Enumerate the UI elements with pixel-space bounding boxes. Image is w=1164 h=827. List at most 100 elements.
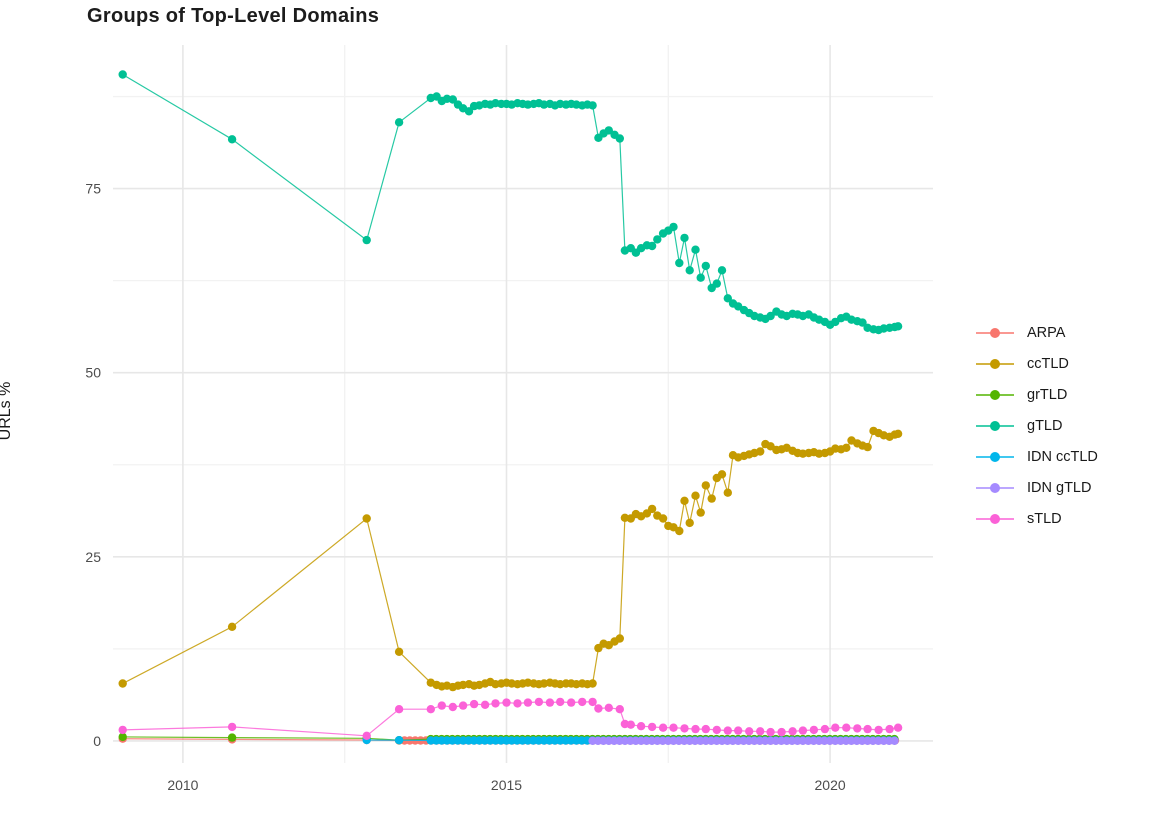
data-point (394, 118, 404, 127)
legend-item-idn-cctld: IDN ccTLD (976, 441, 1098, 472)
data-point (394, 647, 404, 656)
legend-key-icon (976, 417, 1014, 435)
legend-label: ARPA (1027, 324, 1066, 341)
data-point (615, 634, 624, 643)
y-tick-label: 50 (85, 365, 101, 381)
data-point (890, 736, 899, 745)
data-point (831, 723, 840, 732)
data-point (766, 727, 775, 737)
data-point (458, 701, 468, 710)
data-point (636, 722, 646, 731)
legend-item-cctld: ccTLD (976, 348, 1098, 379)
y-tick-label: 25 (85, 549, 101, 565)
data-point (594, 704, 603, 713)
data-point (717, 470, 727, 479)
x-tick-label: 2020 (815, 777, 846, 793)
data-point (362, 514, 371, 523)
legend-key-icon (976, 448, 1014, 466)
data-point (723, 294, 732, 303)
data-point (469, 699, 479, 709)
legend-key-dot (990, 420, 1000, 431)
data-point (696, 508, 705, 517)
data-point (567, 698, 576, 707)
series-stld (118, 697, 903, 740)
data-point (788, 727, 797, 736)
data-point (842, 723, 851, 732)
data-point (647, 504, 657, 514)
data-point (874, 725, 883, 735)
series-gtld (118, 70, 903, 335)
data-point (712, 279, 721, 288)
data-point (448, 702, 457, 712)
data-point (480, 700, 490, 709)
data-point (658, 723, 668, 732)
data-point (118, 732, 127, 742)
legend-key-dot (990, 389, 1000, 400)
data-point (756, 727, 765, 736)
data-point (893, 429, 903, 438)
legend-label: grTLD (1027, 386, 1068, 403)
y-tick-label: 75 (85, 181, 101, 197)
data-point (766, 311, 775, 321)
data-point (717, 266, 727, 275)
data-point (513, 699, 522, 708)
data-point (696, 273, 705, 282)
data-point (777, 727, 786, 737)
legend-item-idn-gtld: IDN gTLD (976, 472, 1098, 503)
data-point (227, 722, 237, 732)
data-point (691, 491, 700, 500)
legend: ARPA ccTLD grTLD gTLD IDN ccTLD IDN gTLD sTLD (976, 317, 1098, 534)
data-point (437, 701, 446, 710)
data-point (756, 447, 765, 456)
data-point (723, 726, 732, 735)
chart-title: Groups of Top-Level Domains (87, 5, 380, 27)
data-point (448, 95, 457, 104)
data-point (588, 679, 597, 688)
data-point (701, 261, 710, 271)
data-point (858, 318, 867, 327)
series-idn-gtld (588, 736, 899, 745)
data-point (680, 233, 689, 243)
data-point (712, 725, 721, 735)
data-point (723, 488, 732, 497)
legend-label: gTLD (1027, 417, 1063, 434)
data-point (798, 726, 808, 735)
data-point (227, 622, 237, 631)
legend-item-arpa: ARPA (976, 317, 1098, 348)
data-point (578, 697, 587, 707)
data-point (588, 697, 597, 707)
data-point (362, 731, 371, 740)
legend-key-dot (990, 451, 1000, 462)
data-point (809, 725, 819, 735)
y-tick-label: 0 (93, 733, 101, 749)
legend-key-icon (976, 510, 1014, 528)
data-point (426, 705, 435, 714)
data-point (394, 705, 404, 714)
gridlines (113, 45, 933, 763)
data-point (545, 698, 555, 707)
legend-label: IDN gTLD (1027, 479, 1092, 496)
data-point (863, 442, 872, 452)
legend-label: IDN ccTLD (1027, 448, 1098, 465)
data-point (691, 245, 700, 254)
data-point (534, 697, 544, 707)
legend-key-dot (990, 513, 1000, 524)
data-point (604, 703, 613, 712)
data-point (394, 736, 404, 745)
data-point (653, 235, 662, 244)
data-point (491, 699, 500, 708)
data-point (523, 698, 533, 707)
legend-item-stld: sTLD (976, 503, 1098, 534)
data-point (707, 494, 716, 503)
data-point (227, 733, 237, 742)
data-point (675, 526, 684, 536)
data-point (615, 705, 624, 714)
data-point (842, 443, 851, 452)
data-point (118, 725, 127, 735)
data-point (669, 222, 678, 232)
data-point (701, 481, 710, 490)
legend-label: sTLD (1027, 510, 1062, 527)
data-point (556, 697, 565, 707)
